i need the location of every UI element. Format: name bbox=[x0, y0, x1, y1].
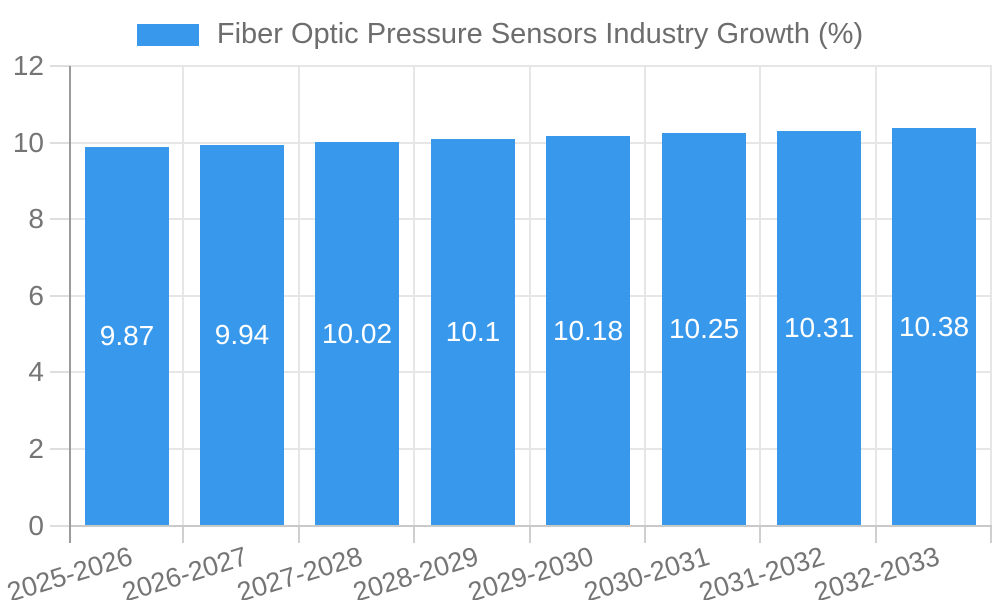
x-axis-tick-1 bbox=[182, 525, 184, 543]
x-axis-tick-4 bbox=[529, 525, 531, 543]
x-axis-label-2025-2026: 2025-2026 bbox=[3, 541, 136, 600]
v-gridline-4 bbox=[529, 66, 531, 525]
x-axis-tick-7 bbox=[875, 525, 877, 543]
bar-2030-2031[interactable]: 10.25 bbox=[662, 133, 746, 525]
x-axis-tick-6 bbox=[759, 525, 761, 543]
bar-2029-2030[interactable]: 10.18 bbox=[546, 136, 630, 525]
x-axis-tick-5 bbox=[644, 525, 646, 543]
v-gridline-8 bbox=[990, 66, 992, 525]
gridline-0 bbox=[69, 525, 992, 527]
bar-2028-2029[interactable]: 10.1 bbox=[431, 139, 515, 525]
v-gridline-2 bbox=[298, 66, 300, 525]
v-gridline-6 bbox=[759, 66, 761, 525]
y-axis-line bbox=[69, 66, 71, 543]
y-axis-label-8: 8 bbox=[28, 203, 44, 234]
y-axis-label-2: 2 bbox=[28, 433, 44, 464]
v-gridline-5 bbox=[644, 66, 646, 525]
x-axis-tick-8 bbox=[990, 525, 992, 543]
x-axis-tick-3 bbox=[413, 525, 415, 543]
bar-value-label: 10.38 bbox=[898, 310, 970, 342]
x-axis-label-2028-2029: 2028-2029 bbox=[349, 541, 482, 600]
bar-2032-2033[interactable]: 10.38 bbox=[892, 128, 976, 525]
x-axis-label-2032-2033: 2032-2033 bbox=[810, 541, 943, 600]
x-axis-label-2026-2027: 2026-2027 bbox=[118, 541, 251, 600]
bar-value-label: 10.02 bbox=[321, 317, 393, 349]
x-axis-label-2030-2031: 2030-2031 bbox=[580, 541, 713, 600]
plot-area: 0 2 4 6 8 10 12 9.87 2025-2026 9.94 2026-2027 10.02… bbox=[4, 52, 992, 600]
bar-value-label: 9.94 bbox=[214, 319, 270, 350]
y-axis-label-12: 12 bbox=[12, 50, 44, 81]
legend-swatch bbox=[136, 23, 199, 46]
bar-value-label: 10.31 bbox=[783, 312, 855, 343]
y-axis-tick-2 bbox=[50, 448, 69, 450]
v-gridline-7 bbox=[875, 66, 877, 525]
y-axis-label-4: 4 bbox=[28, 356, 44, 387]
y-axis-tick-12 bbox=[50, 65, 69, 67]
bar-value-label: 10.18 bbox=[552, 314, 624, 346]
bar-value-label: 9.87 bbox=[99, 320, 155, 351]
bar-2031-2032[interactable]: 10.31 bbox=[777, 131, 861, 525]
bar-value-label: 10.25 bbox=[668, 313, 740, 344]
y-axis-tick-10 bbox=[50, 142, 69, 144]
bar-value-label: 10.1 bbox=[445, 316, 501, 347]
x-axis-label-2027-2028: 2027-2028 bbox=[233, 541, 366, 600]
y-axis-tick-6 bbox=[50, 295, 69, 297]
v-gridline-3 bbox=[413, 66, 415, 525]
y-axis-tick-0 bbox=[50, 525, 69, 527]
y-axis-tick-4 bbox=[50, 371, 69, 373]
bar-2027-2028[interactable]: 10.02 bbox=[315, 142, 399, 525]
x-axis-label-2029-2030: 2029-2030 bbox=[464, 541, 597, 600]
y-axis-tick-8 bbox=[50, 218, 69, 220]
v-gridline-1 bbox=[182, 66, 184, 525]
chart-title: Fiber Optic Pressure Sensors Industry Gr… bbox=[216, 18, 864, 50]
bar-2026-2027[interactable]: 9.94 bbox=[200, 145, 284, 525]
x-axis-tick-2 bbox=[298, 525, 300, 543]
x-axis-label-2031-2032: 2031-2032 bbox=[695, 541, 828, 600]
bar-2025-2026[interactable]: 9.87 bbox=[85, 147, 169, 525]
y-axis-label-10: 10 bbox=[12, 127, 44, 158]
y-axis-label-0: 0 bbox=[28, 510, 44, 541]
chart-legend[interactable]: Fiber Optic Pressure Sensors Industry Gr… bbox=[0, 18, 1000, 51]
y-axis-label-6: 6 bbox=[28, 280, 44, 311]
